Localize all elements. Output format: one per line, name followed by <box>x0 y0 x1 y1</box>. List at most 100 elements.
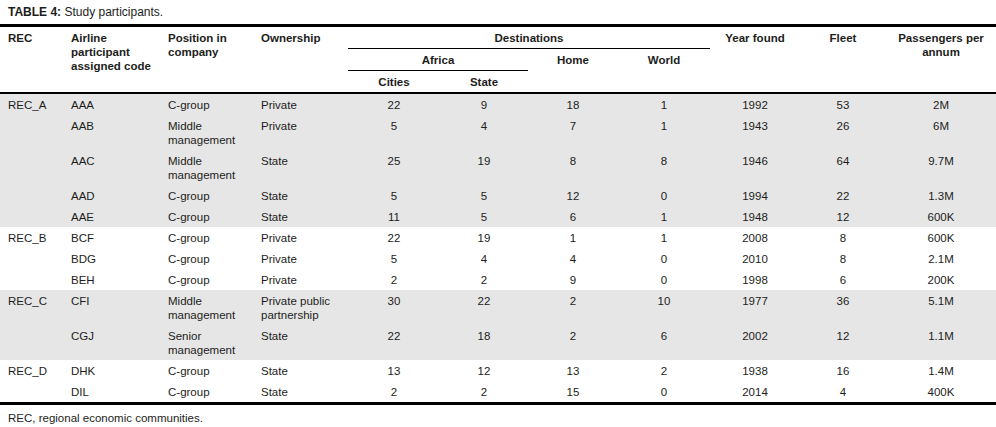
rec-cell <box>0 115 66 150</box>
ownership-cell: State <box>256 381 348 404</box>
year-found-cell: 1946 <box>710 150 800 185</box>
world-cell: 6 <box>618 325 710 360</box>
ownership-cell: State <box>256 325 348 360</box>
table-row: CGJSenior managementState2218262002121.1… <box>0 325 996 360</box>
table-row: AABMiddle managementPrivate54711943266M <box>0 115 996 150</box>
fleet-cell: 8 <box>800 248 886 269</box>
fleet-cell: 26 <box>800 115 886 150</box>
cities-cell: 2 <box>348 269 440 290</box>
rec-cell <box>0 150 66 185</box>
rec-cell: REC_D <box>0 360 66 381</box>
cities-cell: 22 <box>348 325 440 360</box>
fleet-cell: 12 <box>800 325 886 360</box>
position-cell: C-group <box>163 206 256 227</box>
fleet-cell: 8 <box>800 227 886 248</box>
home-cell: 1 <box>528 227 618 248</box>
year-found-cell: 1992 <box>710 93 800 115</box>
world-cell: 0 <box>618 248 710 269</box>
home-cell: 18 <box>528 93 618 115</box>
passengers-cell: 5.1M <box>886 290 996 325</box>
airline-code-cell: AAD <box>66 185 163 206</box>
rec-cell <box>0 248 66 269</box>
header-state: State <box>440 71 528 94</box>
fleet-cell: 22 <box>800 185 886 206</box>
state-cell: 2 <box>440 269 528 290</box>
header-ownership: Ownership <box>256 26 348 94</box>
state-cell: 18 <box>440 325 528 360</box>
airline-code-cell: CFI <box>66 290 163 325</box>
world-cell: 0 <box>618 185 710 206</box>
ownership-cell: State <box>256 206 348 227</box>
world-cell: 1 <box>618 93 710 115</box>
world-cell: 1 <box>618 206 710 227</box>
fleet-cell: 4 <box>800 381 886 404</box>
home-cell: 2 <box>528 325 618 360</box>
table-header: REC Airline participant assigned code Po… <box>0 26 996 94</box>
header-row-1: REC Airline participant assigned code Po… <box>0 26 996 49</box>
year-found-cell: 1948 <box>710 206 800 227</box>
table-footnote: REC, regional economic communities. <box>8 411 996 425</box>
fleet-cell: 12 <box>800 206 886 227</box>
ownership-cell: State <box>256 360 348 381</box>
position-cell: C-group <box>163 93 256 115</box>
study-participants-table: REC Airline participant assigned code Po… <box>0 24 996 405</box>
state-cell: 12 <box>440 360 528 381</box>
state-cell: 19 <box>440 150 528 185</box>
passengers-cell: 6M <box>886 115 996 150</box>
home-cell: 12 <box>528 185 618 206</box>
state-cell: 2 <box>440 381 528 404</box>
rec-cell: REC_A <box>0 93 66 115</box>
fleet-cell: 16 <box>800 360 886 381</box>
world-cell: 10 <box>618 290 710 325</box>
cities-cell: 11 <box>348 206 440 227</box>
airline-code-cell: DHK <box>66 360 163 381</box>
airline-code-cell: AAA <box>66 93 163 115</box>
year-found-cell: 1938 <box>710 360 800 381</box>
table-row: REC_CCFIMiddle managementPrivate public … <box>0 290 996 325</box>
table-row: BDGC-groupPrivate5440201082.1M <box>0 248 996 269</box>
home-cell: 7 <box>528 115 618 150</box>
ownership-cell: Private <box>256 115 348 150</box>
table-title-text: Study participants. <box>61 5 163 19</box>
passengers-cell: 400K <box>886 381 996 404</box>
header-passengers: Passengers per annum <box>886 26 996 94</box>
state-cell: 4 <box>440 115 528 150</box>
fleet-cell: 64 <box>800 150 886 185</box>
table-body: REC_AAAAC-groupPrivate2291811992532MAABM… <box>0 93 996 404</box>
passengers-cell: 2M <box>886 93 996 115</box>
position-cell: C-group <box>163 227 256 248</box>
world-cell: 1 <box>618 115 710 150</box>
state-cell: 19 <box>440 227 528 248</box>
table-row: BEHC-groupPrivate229019986200K <box>0 269 996 290</box>
home-cell: 13 <box>528 360 618 381</box>
rec-cell: REC_C <box>0 290 66 325</box>
cities-cell: 5 <box>348 248 440 269</box>
fleet-cell: 36 <box>800 290 886 325</box>
header-position: Position in company <box>163 26 256 94</box>
airline-code-cell: BDG <box>66 248 163 269</box>
position-cell: Middle management <box>163 150 256 185</box>
header-cities: Cities <box>348 71 440 94</box>
cities-cell: 5 <box>348 115 440 150</box>
header-destinations: Destinations <box>348 26 710 49</box>
table-row: REC_BBCFC-groupPrivate22191120088600K <box>0 227 996 248</box>
ownership-cell: Private <box>256 269 348 290</box>
home-cell: 8 <box>528 150 618 185</box>
ownership-cell: Private <box>256 93 348 115</box>
table-title-label: TABLE 4: <box>8 5 61 19</box>
state-cell: 5 <box>440 206 528 227</box>
ownership-cell: Private <box>256 248 348 269</box>
rec-cell <box>0 325 66 360</box>
world-cell: 2 <box>618 360 710 381</box>
year-found-cell: 1994 <box>710 185 800 206</box>
position-cell: Middle management <box>163 290 256 325</box>
header-world: World <box>618 49 710 94</box>
cities-cell: 22 <box>348 93 440 115</box>
passengers-cell: 2.1M <box>886 248 996 269</box>
table-row: DILC-groupState2215020144400K <box>0 381 996 404</box>
passengers-cell: 1.1M <box>886 325 996 360</box>
rec-cell: REC_B <box>0 227 66 248</box>
passengers-cell: 600K <box>886 227 996 248</box>
ownership-cell: State <box>256 150 348 185</box>
world-cell: 0 <box>618 269 710 290</box>
